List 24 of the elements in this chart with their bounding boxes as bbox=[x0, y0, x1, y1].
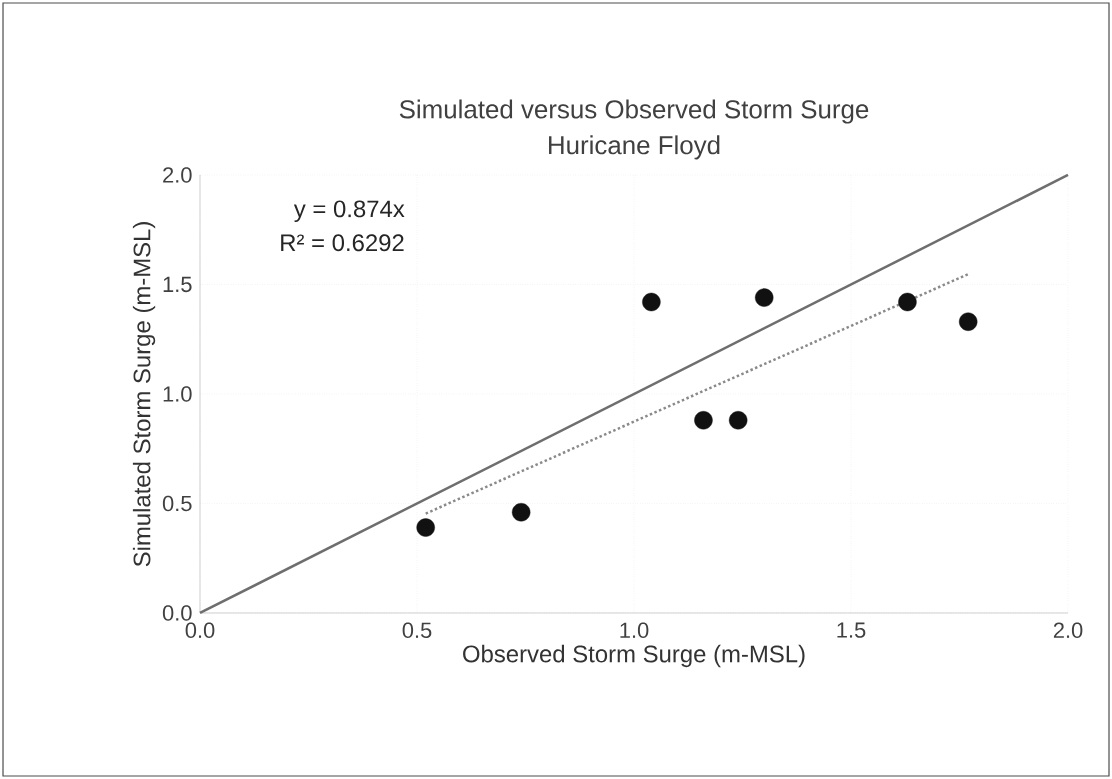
y-axis-title: Simulated Storm Surge (m-MSL) bbox=[132, 222, 156, 567]
y-tick-label: 1.5 bbox=[163, 276, 192, 293]
x-axis-title: Observed Storm Surge (m-MSL) bbox=[463, 644, 805, 668]
x-tick-label: 0.5 bbox=[402, 622, 432, 639]
x-tick-label: 1.0 bbox=[620, 622, 649, 639]
x-tick-label: 0.0 bbox=[185, 622, 215, 639]
y-tick-label: 1.0 bbox=[163, 386, 192, 402]
y-tick-label: 0.5 bbox=[162, 495, 192, 512]
annotation: R² = 0.6292 bbox=[281, 234, 404, 252]
y-tick-label: 0.0 bbox=[162, 605, 192, 621]
point bbox=[642, 292, 661, 312]
chart-subtitle: Huricane Floyd bbox=[549, 135, 720, 160]
point bbox=[755, 288, 774, 307]
x-tick-label: 1.5 bbox=[837, 622, 866, 638]
annotation: y = 0.874x bbox=[293, 200, 405, 223]
y-tick-label: 2.0 bbox=[163, 167, 192, 183]
point bbox=[511, 503, 531, 522]
point bbox=[898, 292, 917, 312]
point bbox=[416, 518, 435, 537]
point bbox=[694, 411, 713, 430]
point bbox=[958, 312, 978, 331]
x-tick-label: 2.0 bbox=[1053, 622, 1083, 639]
point bbox=[728, 411, 748, 430]
chart-title: Simulated versus Observed Storm Surge bbox=[399, 99, 869, 124]
